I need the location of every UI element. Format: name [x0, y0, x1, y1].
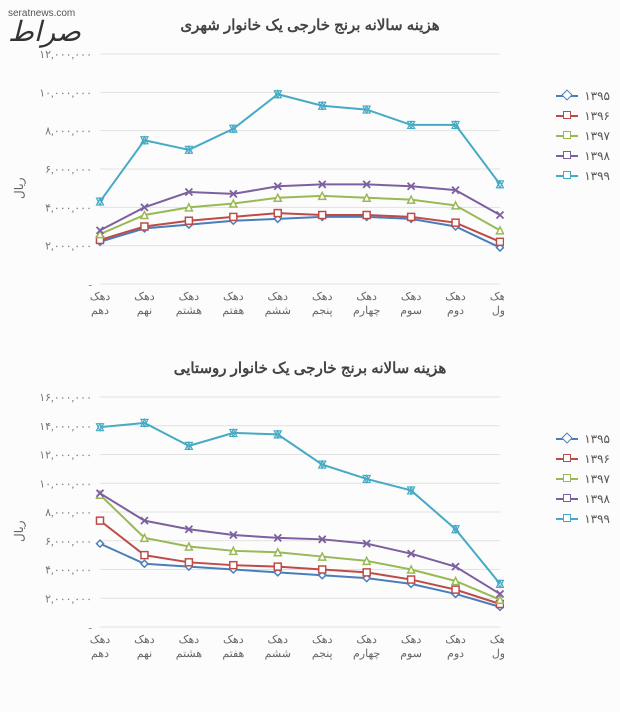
- category-label: دهک: [401, 291, 422, 303]
- category-label: دهم: [91, 305, 109, 317]
- category-label: دهک: [268, 291, 289, 303]
- chart-title: هزینه سالانه برنج خارجی یک خانوار شهری: [10, 16, 610, 34]
- legend-item: ۱۳۹۷: [556, 129, 610, 143]
- category-label: چهارم: [353, 648, 380, 660]
- category-label: ششم: [265, 305, 291, 317]
- category-label: دهک: [268, 634, 289, 646]
- svg-text:۸,۰۰۰,۰۰۰: ۸,۰۰۰,۰۰۰: [45, 126, 92, 138]
- chart-svg: - ۲,۰۰۰,۰۰۰ ۴,۰۰۰,۰۰۰ ۶,۰۰۰,۰۰۰ ۸,۰۰۰,۰۰۰ ۱۰,…: [28, 48, 504, 324]
- category-label: دهک: [179, 291, 200, 303]
- category-label: اول: [492, 648, 504, 660]
- category-label: نهم: [137, 648, 152, 660]
- svg-text:۶,۰۰۰,۰۰۰: ۶,۰۰۰,۰۰۰: [45, 536, 92, 548]
- legend-item: ۱۳۹۸: [556, 492, 610, 506]
- svg-text:۲,۰۰۰,۰۰۰: ۲,۰۰۰,۰۰۰: [45, 593, 92, 605]
- chart-0: هزینه سالانه برنج خارجی یک خانوار شهری ری…: [10, 16, 610, 329]
- legend-label: ۱۳۹۹: [584, 169, 610, 183]
- legend-label: ۱۳۹۶: [584, 452, 610, 466]
- legend-item: ۱۳۹۹: [556, 169, 610, 183]
- legend-item: ۱۳۹۷: [556, 472, 610, 486]
- category-label: دهک: [312, 291, 333, 303]
- legend-item: ۱۳۹۶: [556, 452, 610, 466]
- svg-text:۴,۰۰۰,۰۰۰: ۴,۰۰۰,۰۰۰: [45, 565, 92, 577]
- category-label: هشتم: [176, 305, 202, 317]
- category-label: دهک: [356, 291, 377, 303]
- svg-text:-: -: [88, 622, 92, 634]
- category-label: دهک: [401, 634, 422, 646]
- svg-text:۱۶,۰۰۰,۰۰۰: ۱۶,۰۰۰,۰۰۰: [39, 392, 92, 404]
- svg-text:۲,۰۰۰,۰۰۰: ۲,۰۰۰,۰۰۰: [45, 241, 92, 253]
- svg-text:-: -: [88, 279, 92, 291]
- y-axis-label: ریال: [10, 391, 28, 672]
- category-label: سوم: [400, 305, 422, 317]
- category-label: دهم: [91, 648, 109, 660]
- legend-label: ۱۳۹۵: [584, 432, 610, 446]
- category-label: چهارم: [353, 305, 380, 317]
- chart-1: هزینه سالانه برنج خارجی یک خانوار روستای…: [10, 359, 610, 672]
- category-label: دهک: [445, 634, 466, 646]
- legend-label: ۱۳۹۹: [584, 512, 610, 526]
- category-label: دهک: [90, 634, 111, 646]
- category-label: دهک: [223, 634, 244, 646]
- category-label: دهک: [312, 634, 333, 646]
- category-label: دهک: [90, 291, 111, 303]
- category-label: نهم: [137, 305, 152, 317]
- category-label: دهک: [445, 291, 466, 303]
- legend: ۱۳۹۵ ۱۳۹۶ ۱۳۹۷ ۱۳۹۸ ۱۳۹۹: [556, 426, 610, 673]
- svg-text:۱۴,۰۰۰,۰۰۰: ۱۴,۰۰۰,۰۰۰: [39, 421, 92, 433]
- legend-label: ۱۳۹۶: [584, 109, 610, 123]
- legend-item: ۱۳۹۸: [556, 149, 610, 163]
- chart-title: هزینه سالانه برنج خارجی یک خانوار روستای…: [10, 359, 610, 377]
- category-label: دهک: [223, 291, 244, 303]
- category-label: پنجم: [312, 648, 333, 660]
- category-label: دهک: [356, 634, 377, 646]
- category-label: دهک: [134, 291, 155, 303]
- category-label: هشتم: [176, 648, 202, 660]
- category-label: دهک: [490, 634, 504, 646]
- legend-item: ۱۳۹۵: [556, 89, 610, 103]
- legend-label: ۱۳۹۷: [584, 472, 610, 486]
- legend-label: ۱۳۹۸: [584, 149, 610, 163]
- legend-label: ۱۳۹۷: [584, 129, 610, 143]
- category-label: سوم: [400, 648, 422, 660]
- chart-svg: - ۲,۰۰۰,۰۰۰ ۴,۰۰۰,۰۰۰ ۶,۰۰۰,۰۰۰ ۸,۰۰۰,۰۰۰ ۱۰,…: [28, 391, 504, 667]
- category-label: دوم: [447, 648, 464, 660]
- svg-text:۱۰,۰۰۰,۰۰۰: ۱۰,۰۰۰,۰۰۰: [39, 87, 92, 99]
- category-label: ششم: [265, 648, 291, 660]
- legend: ۱۳۹۵ ۱۳۹۶ ۱۳۹۷ ۱۳۹۸ ۱۳۹۹: [556, 83, 610, 330]
- legend-item: ۱۳۹۶: [556, 109, 610, 123]
- category-label: دهک: [179, 634, 200, 646]
- category-label: هفتم: [222, 648, 244, 660]
- category-label: دوم: [447, 305, 464, 317]
- category-label: هفتم: [222, 305, 244, 317]
- legend-label: ۱۳۹۵: [584, 89, 610, 103]
- legend-item: ۱۳۹۹: [556, 512, 610, 526]
- category-label: دهک: [490, 291, 504, 303]
- svg-text:۸,۰۰۰,۰۰۰: ۸,۰۰۰,۰۰۰: [45, 507, 92, 519]
- svg-text:۱۲,۰۰۰,۰۰۰: ۱۲,۰۰۰,۰۰۰: [39, 450, 92, 462]
- category-label: دهک: [134, 634, 155, 646]
- legend-item: ۱۳۹۵: [556, 432, 610, 446]
- svg-text:۱۲,۰۰۰,۰۰۰: ۱۲,۰۰۰,۰۰۰: [39, 49, 92, 61]
- svg-text:۱۰,۰۰۰,۰۰۰: ۱۰,۰۰۰,۰۰۰: [39, 478, 92, 490]
- y-axis-label: ریال: [10, 48, 28, 329]
- legend-label: ۱۳۹۸: [584, 492, 610, 506]
- svg-text:۶,۰۰۰,۰۰۰: ۶,۰۰۰,۰۰۰: [45, 164, 92, 176]
- svg-text:۴,۰۰۰,۰۰۰: ۴,۰۰۰,۰۰۰: [45, 202, 92, 214]
- category-label: اول: [492, 305, 504, 317]
- category-label: پنجم: [312, 305, 333, 317]
